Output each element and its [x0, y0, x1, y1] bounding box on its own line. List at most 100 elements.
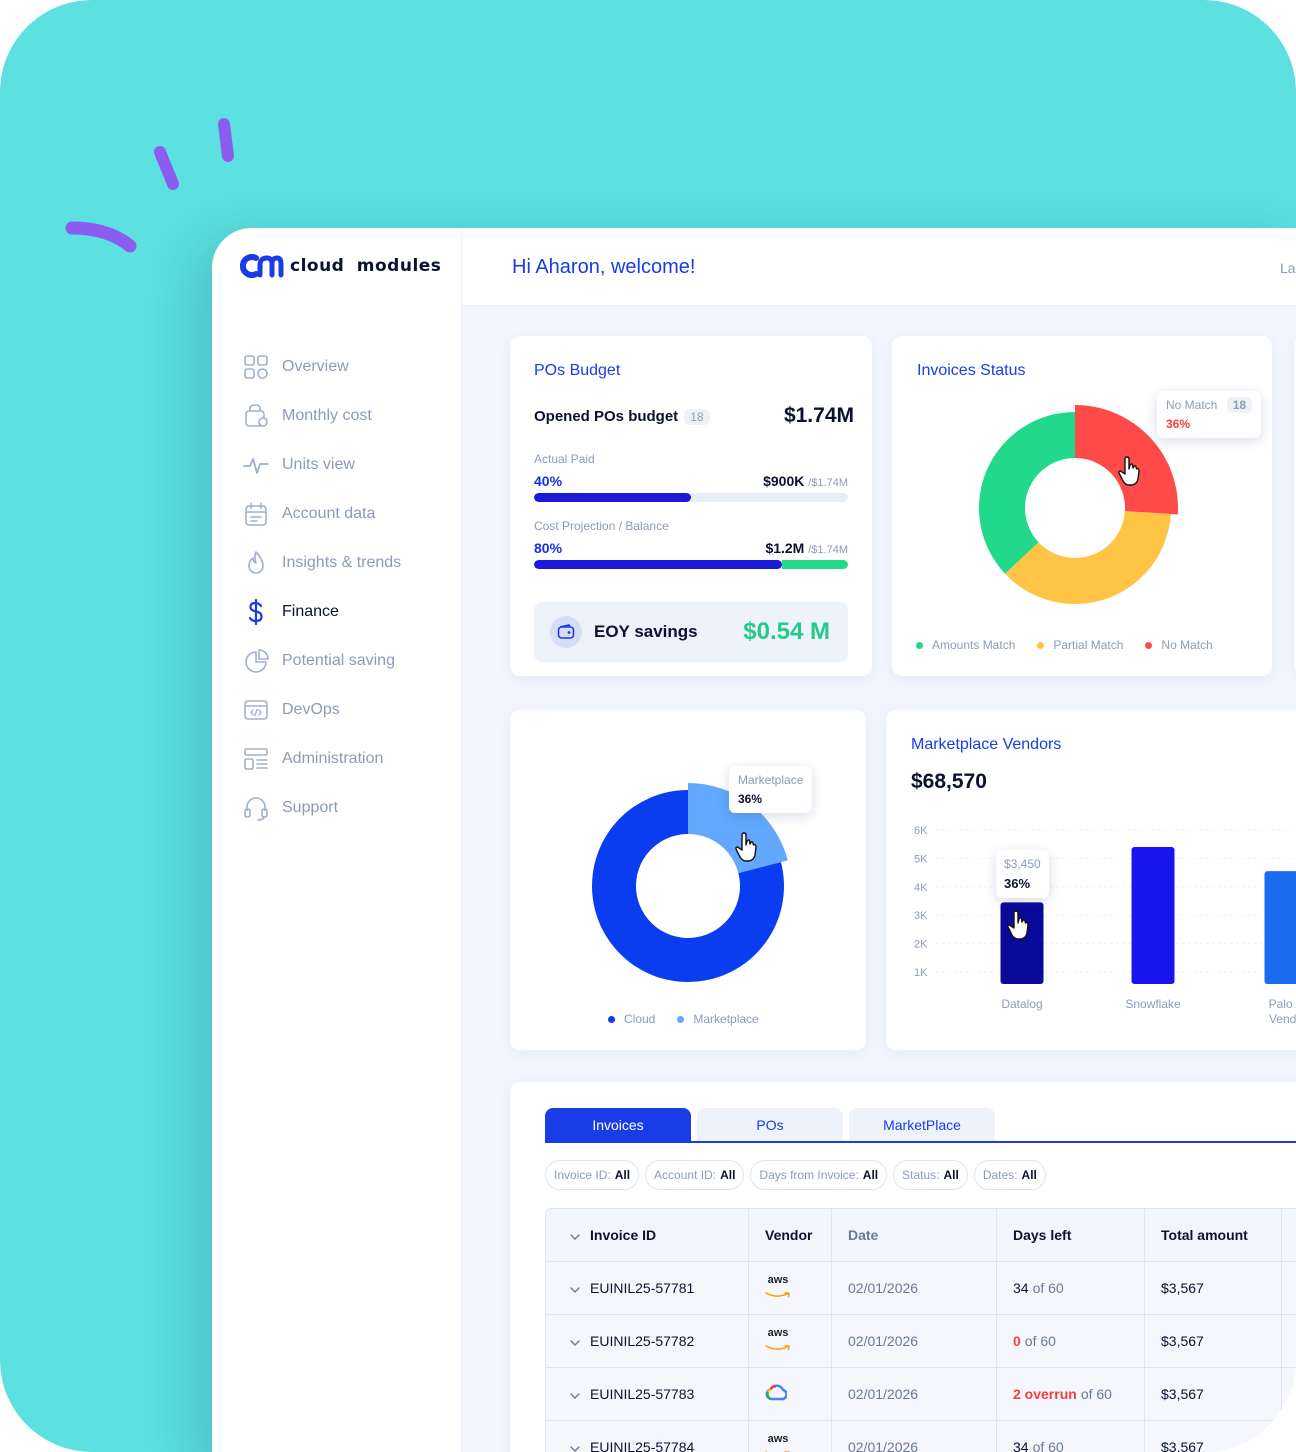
actual-paid-fill	[534, 493, 691, 502]
sidebar-item-label: Support	[282, 798, 339, 816]
filter-key: Status:	[902, 1168, 940, 1182]
card-title: Marketplace Vendors	[911, 736, 1062, 753]
invoice-id-cell[interactable]: EUINIL25-57784	[546, 1421, 749, 1452]
sidebar-item-administration[interactable]: Administration	[242, 734, 401, 783]
tab-marketplace[interactable]: MarketPlace	[849, 1108, 995, 1142]
sidebar-item-devops[interactable]: DevOps	[242, 685, 401, 734]
sidebar-item-label: Units view	[282, 455, 355, 473]
chevron-down-icon[interactable]	[570, 1439, 580, 1452]
tab-invoices[interactable]: Invoices	[545, 1108, 691, 1142]
column-header-date[interactable]: Date	[832, 1209, 997, 1261]
column-header-extra	[1282, 1209, 1296, 1261]
days-left-cell: 34 of 60	[997, 1262, 1145, 1314]
filter-chip-account-id[interactable]: Account ID: All	[645, 1160, 745, 1190]
column-header-vendor[interactable]: Vendor	[749, 1209, 832, 1261]
column-header-label: Total amount	[1161, 1227, 1248, 1243]
cost-projection-of: /$1.74M	[808, 544, 848, 556]
balance-fill	[782, 560, 848, 569]
tooltip-pct: 36%	[738, 792, 763, 806]
table-row[interactable]: EUINIL25-57784 aws 02/01/2026 34 of 60 $3,567	[546, 1421, 1296, 1452]
card-title: POs Budget	[534, 362, 621, 379]
days-left-of: of 60	[1080, 1386, 1112, 1402]
sidebar-item-potential-saving[interactable]: Potential saving	[242, 636, 401, 685]
sidebar-item-finance[interactable]: Finance	[242, 587, 401, 636]
days-left-overdue: 2 overrun	[1013, 1386, 1077, 1402]
legend-item-partial-match[interactable]: Partial Match	[1037, 638, 1123, 652]
legend-item-amounts-match[interactable]: Amounts Match	[916, 638, 1015, 652]
sidebar-item-overview[interactable]: Overview	[242, 342, 401, 391]
invoice-id-cell[interactable]: EUINIL25-57783	[546, 1368, 749, 1420]
invoices-status-donut[interactable]	[965, 398, 1185, 618]
filter-value: All	[862, 1168, 879, 1182]
chevron-down-icon[interactable]	[570, 1386, 580, 1402]
invoice-id: EUINIL25-57783	[590, 1386, 695, 1402]
google-cloud-logo-icon	[765, 1384, 788, 1405]
cloud-marketplace-donut[interactable]	[578, 776, 798, 996]
invoice-id-cell[interactable]: EUINIL25-57781	[546, 1262, 749, 1314]
filter-chip-status[interactable]: Status: All	[893, 1160, 968, 1190]
filter-chip-dates[interactable]: Dates: All	[973, 1160, 1046, 1190]
slice-marketplace	[688, 783, 788, 874]
days-left-of: of 60	[1024, 1333, 1056, 1349]
marketplace-vendors-bar-chart: 6K 5K 4K 3K 2K 1K Datalog Snowflake Palo AVendo	[914, 825, 1296, 1026]
column-header-total-amount[interactable]: Total amount	[1145, 1209, 1282, 1261]
bar-snowflake	[1131, 847, 1175, 984]
table-filters: Invoice ID: All Account ID: All Days from In…	[545, 1160, 1052, 1190]
filter-chip-days-from-invoice[interactable]: Days from Invoice: All	[750, 1160, 888, 1190]
sidebar-item-label: Finance	[282, 602, 339, 620]
legend-label: Partial Match	[1053, 638, 1124, 652]
vendors-total: $68,570	[911, 770, 987, 793]
sidebar-item-support[interactable]: Support	[242, 783, 401, 832]
slice-partial-match	[1005, 511, 1171, 604]
days-left-value: 34	[1013, 1439, 1029, 1452]
legend-item-no-match[interactable]: No Match	[1145, 638, 1213, 652]
total-amount-cell: $3,567	[1145, 1421, 1282, 1452]
tab-pos[interactable]: POs	[697, 1108, 843, 1142]
topbar-right-text[interactable]: La	[1280, 260, 1296, 276]
tooltip-label: Marketplace	[738, 773, 804, 787]
invoice-id: EUINIL25-57781	[590, 1280, 695, 1296]
legend-item-cloud[interactable]: Cloud	[608, 1012, 655, 1026]
filter-value: All	[943, 1168, 959, 1182]
cost-projection-block: Cost Projection / Balance 80% $1.2M /$1.…	[534, 519, 848, 569]
filter-chip-invoice-id[interactable]: Invoice ID: All	[545, 1160, 640, 1190]
aws-logo-icon: aws	[765, 1327, 791, 1354]
dollar-icon	[242, 598, 270, 626]
total-amount-cell: $3,567	[1145, 1368, 1282, 1420]
cloud-marketplace-card: Marketplace 36% Cloud Marketplace	[510, 710, 866, 1050]
table-row[interactable]: EUINIL25-57782 aws 02/01/2026 0 of 60 $3,567	[546, 1315, 1296, 1368]
grid-icon	[242, 353, 270, 381]
days-left-of: of 60	[1032, 1280, 1064, 1296]
bar-palo-a-vendo	[1264, 871, 1296, 984]
sidebar-item-monthly-cost[interactable]: Monthly cost	[242, 391, 401, 440]
sidebar-nav: Overview Monthly cost Units view Account da…	[242, 342, 401, 832]
sidebar-item-account-data[interactable]: Account data	[242, 489, 401, 538]
tooltip-count: 18	[1226, 397, 1253, 413]
x-tick-label: Vendo	[1269, 1012, 1296, 1026]
tooltip-amount: $3,450	[1004, 857, 1041, 871]
eoy-savings-value: $0.54 M	[743, 618, 830, 645]
cost-projection-progress-bar	[534, 560, 848, 569]
hand-cursor-icon	[1118, 456, 1140, 486]
column-header-invoice-id[interactable]: Invoice ID	[546, 1209, 749, 1261]
brand-logo[interactable]: cloud modules	[240, 254, 441, 278]
table-tabs: Invoices POs MarketPlace	[545, 1108, 1001, 1142]
cloud-marketplace-legend: Cloud Marketplace	[608, 1012, 781, 1026]
table-row[interactable]: EUINIL25-57783 02/01/2026 2 overrun of 60 $3…	[546, 1368, 1296, 1421]
chevron-down-icon[interactable]	[570, 1280, 580, 1296]
chevron-down-icon[interactable]	[570, 1333, 580, 1349]
column-header-days-left[interactable]: Days left	[997, 1209, 1145, 1261]
legend-item-marketplace[interactable]: Marketplace	[677, 1012, 759, 1026]
table-row[interactable]: EUINIL25-57781 aws 02/01/2026 34 of 60 $3,567	[546, 1262, 1296, 1315]
flame-icon	[242, 549, 270, 577]
wallet-icon	[550, 616, 582, 648]
legend-dot	[1145, 641, 1153, 649]
opened-pos-count-badge: 18	[684, 408, 710, 425]
chevron-down-icon[interactable]	[570, 1227, 580, 1243]
sidebar-item-insights-trends[interactable]: Insights & trends	[242, 538, 401, 587]
invoice-id-cell[interactable]: EUINIL25-57782	[546, 1315, 749, 1367]
marketplace-vendors-card: Marketplace Vendors $68,570 6K 5K 4K 3K 2K 1K…	[886, 710, 1296, 1050]
filter-value: All	[614, 1168, 631, 1182]
sidebar-item-label: Account data	[282, 504, 376, 522]
sidebar-item-units-view[interactable]: Units view	[242, 440, 401, 489]
